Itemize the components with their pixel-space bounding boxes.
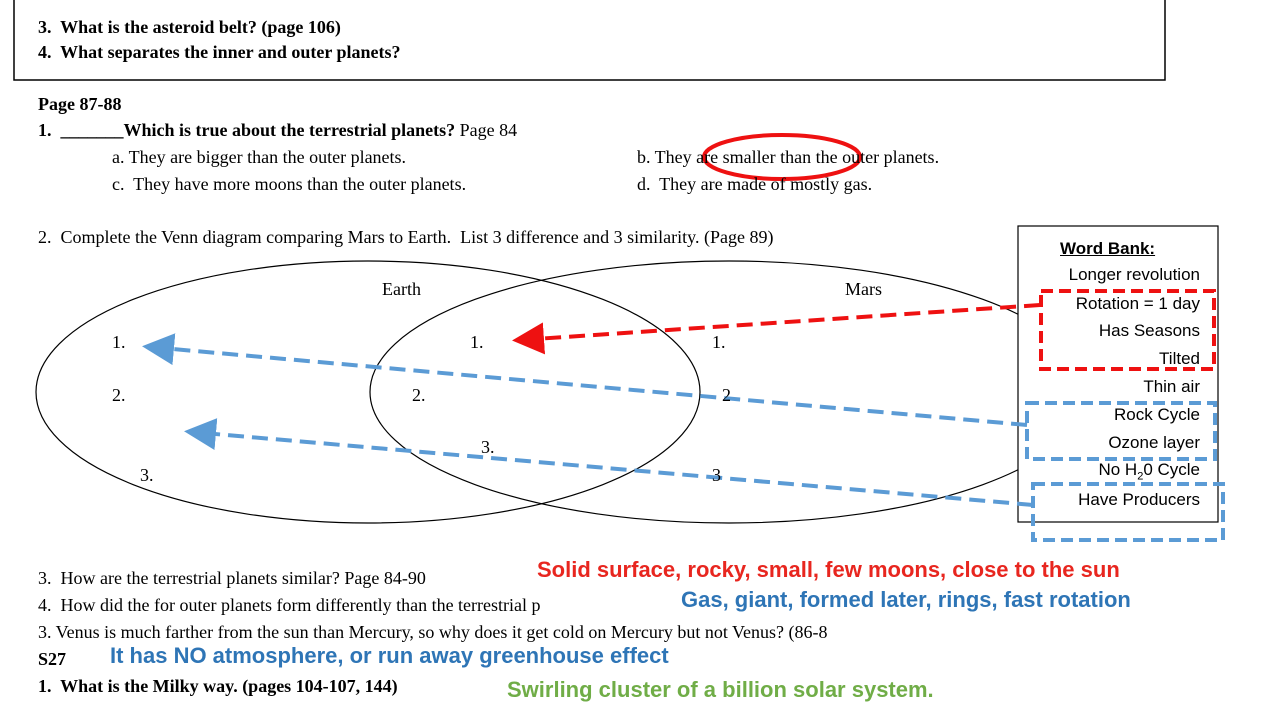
heading: Page 87-88 [38,94,122,114]
answer-circle [702,133,862,181]
word-bank-item: Ozone layer [1108,433,1200,452]
venn-label: Mars [845,279,882,299]
section-label: S27 [38,649,67,669]
item-subscript: 2 [1137,470,1144,483]
blue-dashed-box [1025,401,1217,461]
question: 4. How did the for outer planets form di… [38,595,541,615]
page-ref: Page 84 [455,120,518,140]
earth-circle [35,260,701,524]
answer: It has NO atmosphere, or run away greenh… [110,643,669,668]
venn-item: 3. [140,465,154,485]
option: c. They have more moons than the outer p… [112,174,467,194]
word-bank-title: Word Bank: [1060,239,1156,258]
answer: Gas, giant, formed later, rings, fast ro… [681,587,1131,612]
option: a. They are bigger than the outer planet… [112,147,407,167]
venn-item: 2. [112,385,126,405]
top-box-border [13,0,1166,81]
word-bank-item: Have Producers [1078,490,1200,509]
word-bank-item: Longer revolution [1068,265,1200,284]
option: b. They are smaller than the outer plane… [637,147,940,167]
word-bank-item: Thin air [1143,377,1200,396]
answer: Swirling cluster of a billion solar syst… [507,677,934,702]
red-arrow [512,303,1041,355]
question: 2. Complete the Venn diagram comparing M… [38,227,774,247]
question: 1. What is the Milky way. (pages 104-107… [38,676,398,696]
blue-arrow [142,333,1028,427]
question: 3. How are the terrestrial planets simil… [38,568,426,588]
venn-item: 1. [112,332,126,352]
question: 4. What separates the inner and outer pl… [38,42,401,62]
venn-item: 1. [470,332,484,352]
item-suffix: 0 Cycle [1143,460,1200,479]
word-bank-item: Tilted [1159,349,1200,368]
venn-item: 2. [412,385,426,405]
word-bank-item: Has Seasons [1098,321,1200,340]
blue-dashed-box [1031,482,1225,542]
question: 3. Venus is much farther from the sun th… [38,622,828,642]
venn-label: Earth [382,279,421,299]
venn-item: 2 [722,385,731,405]
word-bank-item: No H20 Cycle [1098,461,1200,482]
answer: Solid surface, rocky, small, few moons, … [537,557,1120,582]
venn-item: 3. [481,437,495,457]
question-text: 1. _______Which is true about the terres… [38,120,456,140]
question: 1. _______Which is true about the terres… [38,121,517,139]
option: d. They are made of mostly gas. [637,174,873,194]
word-bank-item: Rock Cycle [1114,405,1200,424]
item-text: No H [1098,460,1138,479]
blue-arrow [184,418,1034,507]
venn-item: 3 [712,465,721,485]
word-bank-box [1017,225,1219,523]
word-bank-item: Rotation = 1 day [1075,294,1200,313]
question: 3. What is the asteroid belt? (page 106) [38,17,341,37]
venn-item: 1. [712,332,726,352]
